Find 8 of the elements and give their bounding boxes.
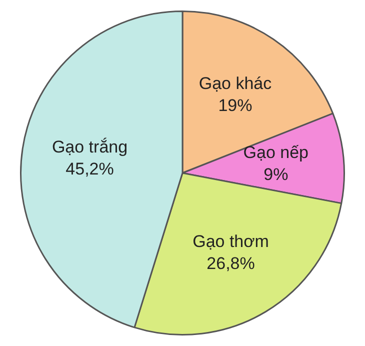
data-label: 9% <box>264 164 288 184</box>
slice-label: Gạo thơm <box>192 232 269 252</box>
data-label: 26,8% <box>206 254 255 274</box>
slice-label: Gạo nếp <box>243 142 309 162</box>
slice-label: Gạo trắng <box>52 138 128 157</box>
data-label: 45,2% <box>66 160 114 179</box>
slice-label: Gạo khác <box>198 74 272 94</box>
data-label: 19% <box>218 96 252 116</box>
